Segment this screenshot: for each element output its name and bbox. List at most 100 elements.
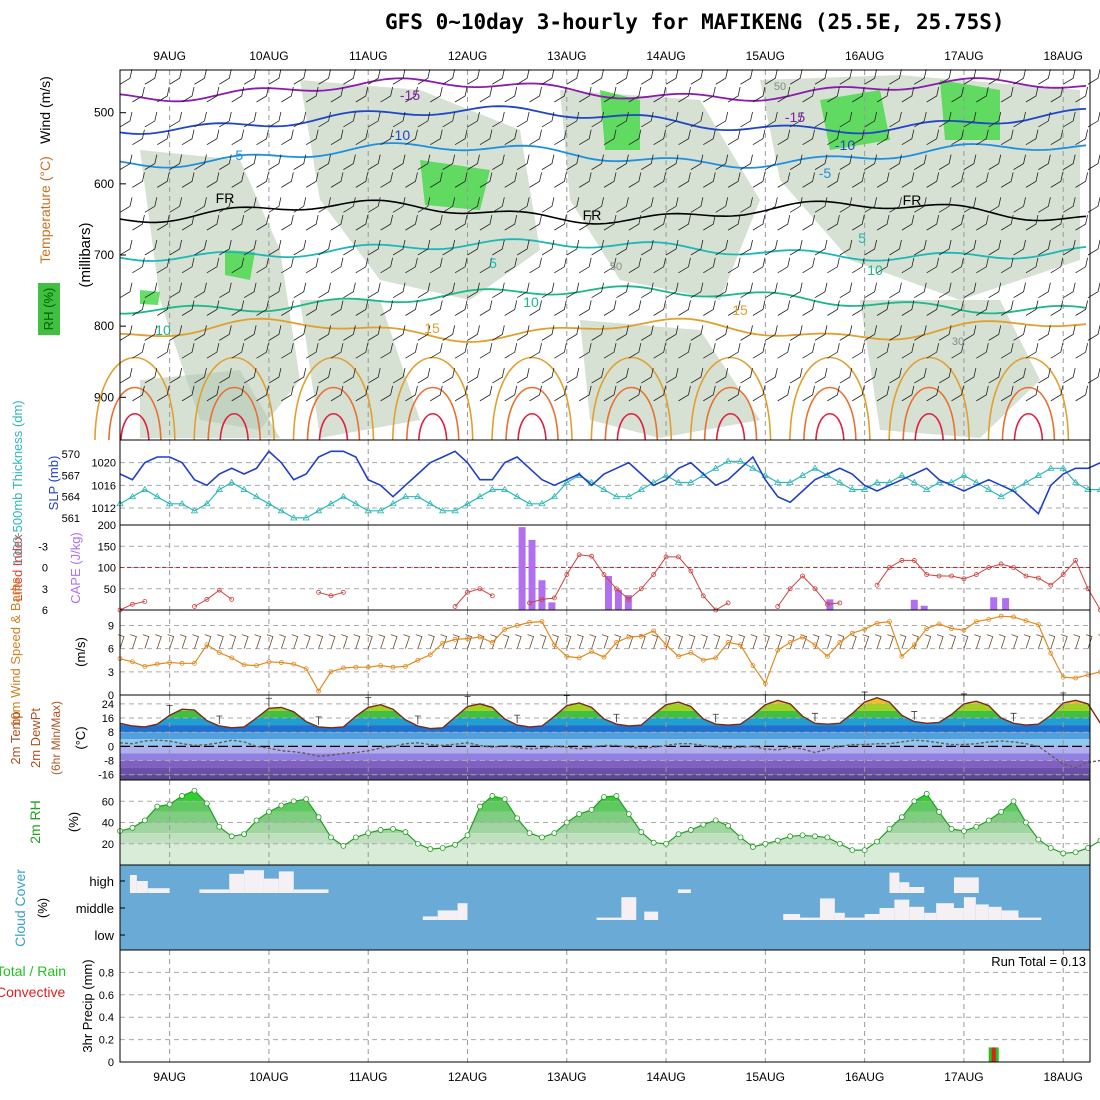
wind-barb — [405, 129, 418, 146]
thickness-point — [860, 485, 869, 492]
wind-barb — [1025, 257, 1039, 274]
wind-barb — [330, 215, 344, 231]
minmax-tick — [911, 711, 918, 720]
warm-contour-25 — [914, 412, 944, 441]
warm-contour-20 — [207, 386, 261, 441]
lifted-index-point — [688, 568, 694, 574]
cape-bar — [518, 527, 526, 610]
cloud-block — [1001, 910, 1019, 920]
wind-speed-point — [973, 619, 979, 624]
wind-barb — [578, 86, 592, 103]
wind-barb — [144, 111, 158, 128]
wind-barb — [889, 239, 902, 256]
wind-barb — [765, 367, 778, 384]
wind-speed-point — [738, 642, 743, 648]
wind-barb — [740, 111, 753, 128]
wind-barb — [392, 239, 406, 256]
wind-barb-10m — [155, 634, 162, 649]
rh-point — [216, 823, 223, 830]
rh-point — [278, 802, 285, 809]
wind-barb — [454, 215, 468, 231]
warm-contour-25 — [219, 412, 249, 441]
wind-barb — [938, 325, 952, 341]
wind-speed-point — [390, 664, 396, 670]
wind-barb — [529, 86, 542, 103]
wind-barb — [914, 325, 927, 341]
wind-barb — [417, 69, 431, 85]
warm-contour-20 — [108, 386, 162, 441]
wind-barb — [132, 343, 145, 359]
wind-barb — [1000, 257, 1014, 274]
wind-speed-point — [824, 653, 830, 659]
wind-barb — [194, 111, 207, 128]
wind-barb — [119, 111, 133, 128]
wind-barb — [566, 154, 580, 170]
wind-barb — [1062, 111, 1076, 128]
wind-barb — [963, 111, 977, 128]
wind-speed-point — [514, 623, 520, 628]
wind-barb — [504, 172, 518, 188]
wind-barb-10m — [639, 634, 646, 649]
wind-barb — [368, 239, 381, 256]
wind-barb — [889, 69, 902, 85]
lifted-index-point — [812, 586, 818, 592]
wind-barb — [318, 69, 331, 85]
lifted-index-line — [119, 554, 1100, 611]
minmax-tick — [315, 716, 322, 725]
wind-barb — [1075, 257, 1088, 274]
wind-barb — [219, 367, 232, 384]
wind-barb — [678, 172, 691, 188]
wind-barb — [1087, 239, 1100, 256]
lifted-index-point — [676, 554, 681, 560]
wind-barb — [864, 69, 878, 85]
wind-barb — [951, 385, 964, 402]
minmax-tick — [514, 714, 521, 724]
wind-barb — [1050, 86, 1064, 103]
wind-barb — [901, 215, 915, 231]
wind-barb — [293, 282, 307, 299]
wind-barb — [442, 325, 456, 341]
contour-label: 30 — [952, 336, 964, 348]
wind-barb — [926, 172, 940, 188]
x-tick-label-top: 15AUG — [746, 49, 785, 63]
wind-barb — [876, 300, 890, 316]
wind-barb — [330, 257, 344, 274]
wind-speed-point — [1073, 675, 1079, 681]
y-tick-label-rh: 20 — [102, 839, 114, 851]
temp-band — [120, 753, 1090, 761]
wind-barb-10m — [1048, 634, 1056, 649]
contour-label: 50 — [774, 81, 786, 93]
cloud-level-label: middle — [76, 901, 114, 916]
wind-barb-10m — [378, 634, 386, 649]
wind-barb — [318, 197, 331, 213]
rh-point — [365, 830, 372, 837]
wind-barb — [703, 215, 716, 231]
lifted-index-point — [1098, 607, 1100, 613]
wind-speed-point — [539, 619, 545, 624]
wind-barb — [628, 385, 642, 402]
wind-barb — [268, 367, 282, 384]
wind-barb — [901, 86, 915, 103]
wind-barb — [777, 172, 791, 188]
wind-barb — [194, 282, 207, 299]
wind-speed-point — [266, 659, 272, 665]
wind-barb — [951, 172, 964, 188]
wind-barb — [305, 343, 319, 359]
wind-barb — [1038, 282, 1051, 299]
wind-barb — [938, 111, 952, 128]
wind-barb — [368, 69, 381, 85]
wind-barb-10m — [428, 634, 435, 649]
wind-barb — [430, 215, 443, 231]
wind-barb — [740, 325, 753, 341]
wind-barb — [417, 239, 431, 256]
wind-speed-point — [887, 619, 892, 624]
wind-speed-point — [862, 626, 868, 632]
wind-barb — [951, 343, 964, 359]
wind-barb — [814, 367, 828, 384]
wind-barb — [417, 111, 431, 128]
wind-barb — [951, 215, 964, 231]
y-tick-label-temp: 0 — [108, 741, 114, 753]
wind-barb — [827, 215, 840, 231]
minmax-tick — [563, 695, 570, 704]
y-axis-label-cape: CAPE (J/kg) — [68, 532, 83, 604]
